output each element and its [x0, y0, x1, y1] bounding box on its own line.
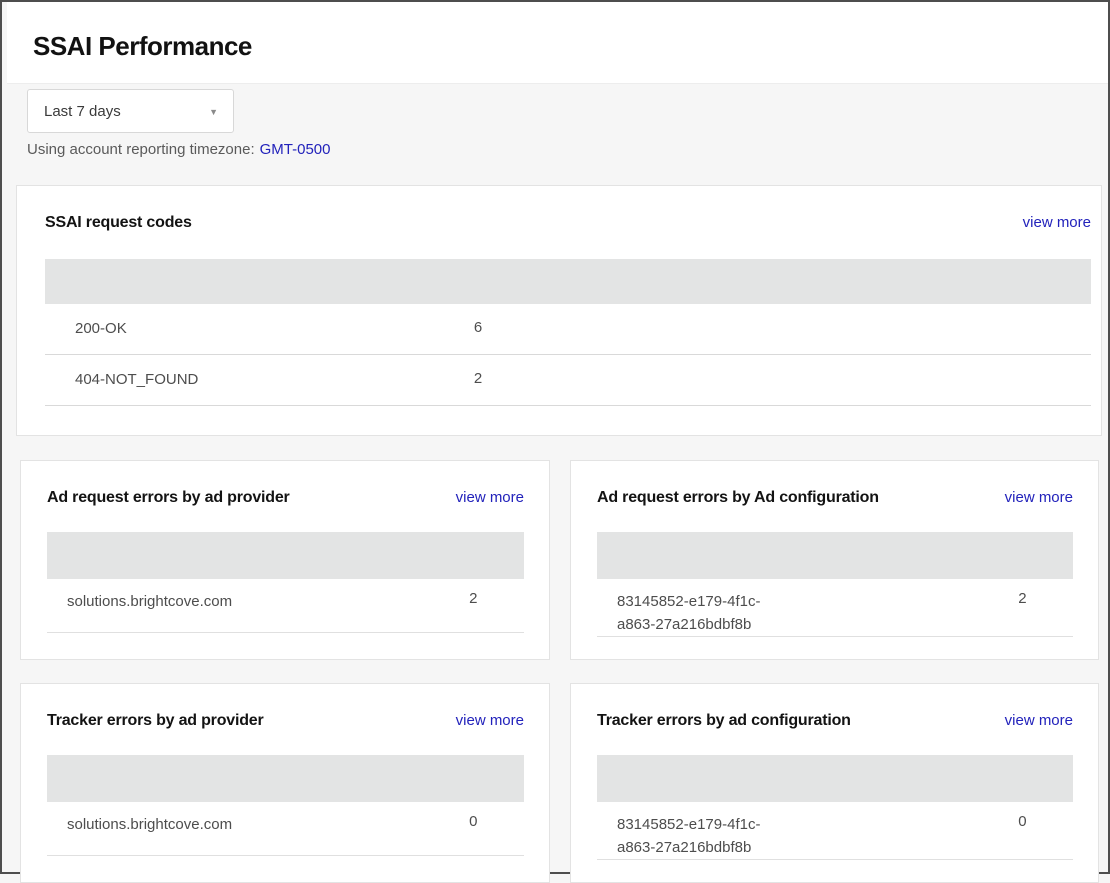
table-row: 83145852-e179-4f1c-a863-27a216bdbf8b 0 — [597, 802, 1073, 860]
card-header: Tracker errors by ad provider view more — [47, 711, 524, 730]
table-header-bar — [597, 755, 1073, 802]
card-header: Tracker errors by ad configuration view … — [597, 711, 1073, 730]
row-label: solutions.brightcove.com — [67, 593, 233, 610]
card-header: Ad request errors by Ad configuration vi… — [597, 488, 1073, 507]
view-more-link[interactable]: view more — [455, 489, 524, 506]
row-value: 2 — [469, 590, 478, 607]
table-row: 200-OK 6 — [45, 304, 1091, 355]
card-header: Ad request errors by ad provider view mo… — [47, 488, 524, 507]
table-header-bar — [47, 755, 524, 802]
row-value: 0 — [469, 813, 478, 830]
timezone-note-label: Using account reporting timezone: — [27, 141, 255, 158]
view-more-link[interactable]: view more — [1004, 489, 1073, 506]
card-tracker-errors-by-ad-provider: Tracker errors by ad provider view more … — [20, 683, 550, 883]
timezone-link[interactable]: GMT-0500 — [259, 141, 331, 158]
page-title: SSAI Performance — [33, 31, 252, 61]
row-label: 83145852-e179-4f1c-a863-27a216bdbf8b — [617, 816, 761, 856]
table-row: 404-NOT_FOUND 2 — [45, 355, 1091, 406]
view-more-link[interactable]: view more — [1022, 214, 1091, 231]
card-title: Tracker errors by ad configuration — [597, 712, 851, 729]
row-value: 0 — [1018, 813, 1027, 830]
card-header: SSAI request codes view more — [45, 213, 1091, 232]
card-title: Tracker errors by ad provider — [47, 712, 264, 729]
timezone-note: Using account reporting timezone: GMT-050… — [27, 141, 331, 158]
date-range-selected-value: Last 7 days — [44, 102, 121, 120]
table-header-bar — [597, 532, 1073, 579]
chevron-down-icon: ▼ — [209, 107, 218, 117]
table-row: solutions.brightcove.com 2 — [47, 579, 524, 633]
row-value: 2 — [473, 370, 483, 387]
row-label: 200-OK — [75, 320, 127, 337]
card-ad-request-errors-by-ad-configuration: Ad request errors by Ad configuration vi… — [570, 460, 1099, 660]
row-value: 6 — [473, 319, 483, 336]
card-tracker-errors-by-ad-configuration: Tracker errors by ad configuration view … — [570, 683, 1099, 883]
card-title: Ad request errors by ad provider — [47, 489, 290, 506]
row-label: 404-NOT_FOUND — [75, 371, 199, 388]
row-label: 83145852-e179-4f1c-a863-27a216bdbf8b — [617, 593, 761, 633]
table-header-bar — [47, 532, 524, 579]
row-label: solutions.brightcove.com — [67, 816, 233, 833]
view-more-link[interactable]: view more — [455, 712, 524, 729]
date-range-select[interactable]: Last 7 days ▼ — [27, 89, 234, 133]
card-ssai-request-codes: SSAI request codes view more 200-OK 6 40… — [16, 185, 1102, 436]
card-title: Ad request errors by Ad configuration — [597, 489, 879, 506]
table-row: solutions.brightcove.com 0 — [47, 802, 524, 856]
row-value: 2 — [1018, 590, 1027, 607]
card-title: SSAI request codes — [45, 214, 192, 231]
table-header-bar — [45, 259, 1091, 304]
page-header: SSAI Performance — [7, 2, 1108, 84]
view-more-link[interactable]: view more — [1004, 712, 1073, 729]
card-ad-request-errors-by-ad-provider: Ad request errors by ad provider view mo… — [20, 460, 550, 660]
table-row: 83145852-e179-4f1c-a863-27a216bdbf8b 2 — [597, 579, 1073, 637]
